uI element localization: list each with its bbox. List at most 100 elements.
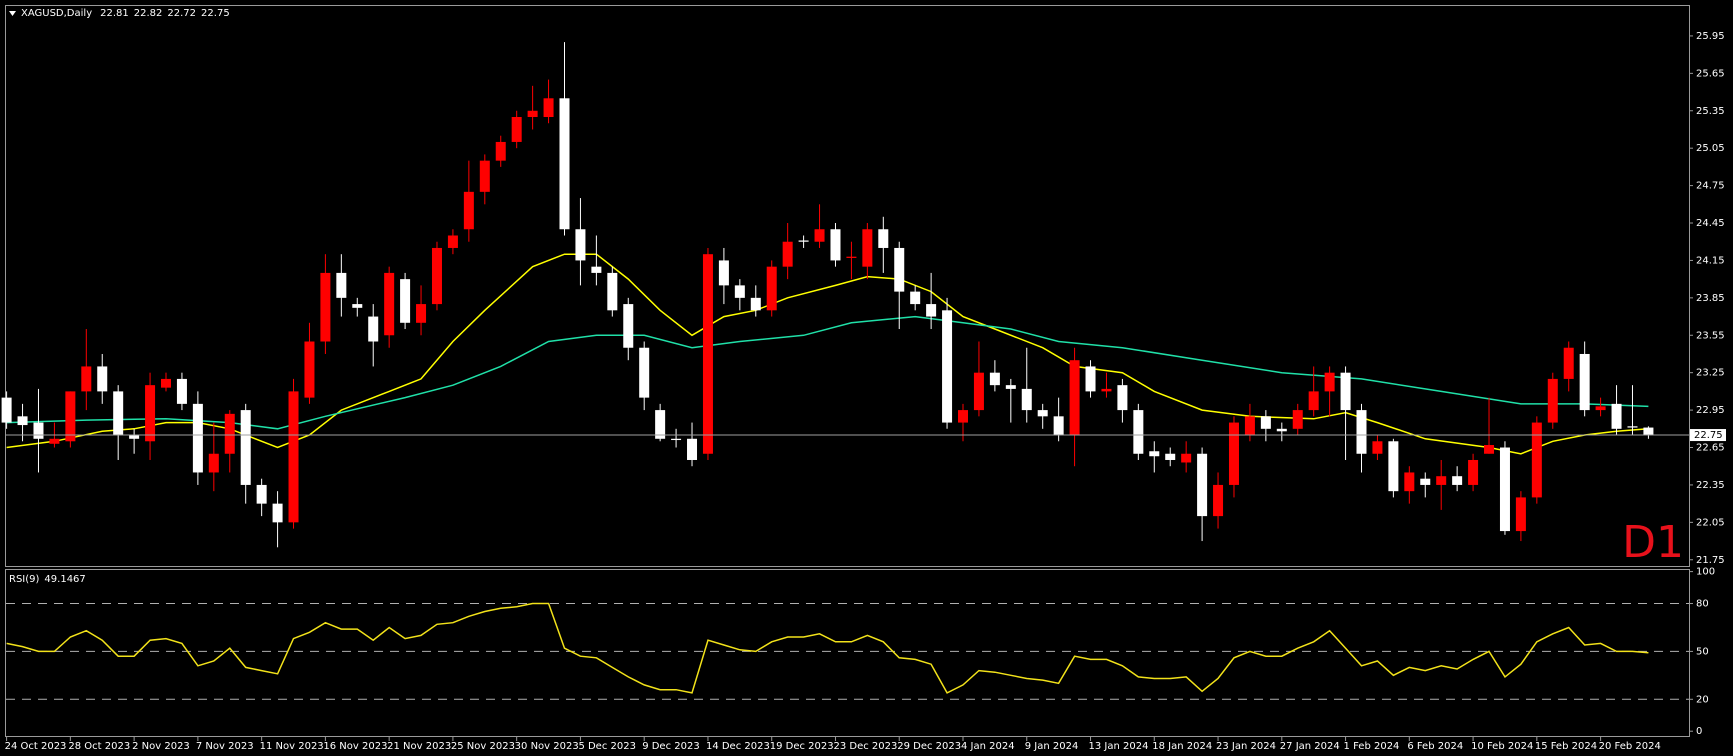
candle-body	[416, 304, 427, 323]
candle-body	[400, 279, 411, 323]
candle-body	[543, 98, 554, 118]
y-tick-label: 22.05	[1696, 517, 1725, 528]
x-tick-label: 10 Feb 2024	[1471, 741, 1533, 752]
candle-body	[989, 372, 1000, 386]
candle-body	[336, 272, 347, 298]
candle-body	[1531, 422, 1542, 498]
candle-body	[655, 410, 666, 439]
y-tick-label: 25.95	[1696, 31, 1725, 42]
candle-body	[1, 397, 12, 423]
x-tick-label: 20 Feb 2024	[1599, 741, 1661, 752]
candle-body	[1611, 403, 1622, 429]
candle-body	[113, 391, 124, 436]
candle-body	[1308, 391, 1319, 411]
candle-body	[894, 247, 905, 292]
candle-body	[623, 304, 634, 348]
y-tick-label: 23.25	[1696, 368, 1725, 379]
y-tick-label: 24.15	[1696, 255, 1725, 266]
candle-body	[1197, 453, 1208, 517]
header-close: 22.75	[201, 8, 230, 19]
candle-body	[1101, 388, 1112, 392]
candle-body	[591, 266, 602, 273]
candle-body	[814, 229, 825, 242]
x-tick-label: 2 Nov 2023	[132, 741, 190, 752]
candle-body	[639, 347, 650, 398]
candle-body	[431, 247, 442, 305]
candle-body	[49, 438, 60, 444]
candle-body	[447, 235, 458, 248]
candle-body	[1005, 385, 1016, 389]
chart-header: XAGUSD,Daily 22.81 22.82 22.72 22.75	[21, 8, 230, 19]
candle-body	[1563, 347, 1574, 379]
candle-body	[1117, 385, 1128, 411]
x-tick-label: 14 Dec 2023	[706, 741, 770, 752]
candle-body	[1595, 406, 1606, 411]
y-tick-label: 21.75	[1696, 555, 1725, 566]
candle-body	[766, 266, 777, 311]
candle-body	[368, 316, 379, 342]
x-tick-label: 15 Feb 2024	[1535, 741, 1597, 752]
candle-body	[1053, 416, 1064, 436]
candle-body	[1244, 416, 1255, 436]
candle-body	[176, 378, 187, 404]
candle-body	[830, 229, 841, 261]
x-tick-label: 24 Oct 2023	[5, 741, 67, 752]
x-tick-label: 4 Jan 2024	[961, 741, 1015, 752]
candle-body	[495, 141, 506, 161]
candle-body	[240, 410, 251, 485]
rsi-panel-frame	[5, 569, 1690, 737]
rsi-current: 49.1467	[44, 574, 85, 585]
y-tick-label: 24.75	[1696, 181, 1725, 192]
candle-body	[1181, 453, 1192, 463]
candle-body	[750, 297, 761, 311]
candle-body	[1579, 353, 1590, 411]
candle-body	[527, 110, 538, 118]
candle-body	[575, 229, 586, 261]
candle-body	[352, 304, 363, 308]
candle-body	[734, 285, 745, 298]
moving-average-line	[6, 253, 1649, 455]
y-tick-label: 20	[1696, 694, 1709, 705]
candle-body	[671, 438, 682, 441]
candle-body	[878, 229, 889, 248]
y-tick-label: 50	[1696, 646, 1709, 657]
x-tick-label: 27 Jan 2024	[1280, 741, 1340, 752]
y-tick-label: 25.05	[1696, 143, 1725, 154]
header-low: 22.72	[167, 8, 196, 19]
candle-body	[910, 291, 921, 305]
candle-body	[1627, 426, 1638, 428]
candle-body	[1499, 447, 1510, 532]
candle-body	[320, 272, 331, 342]
candle-body	[1436, 476, 1447, 485]
candle-body	[1547, 378, 1558, 423]
candle-body	[129, 435, 140, 439]
current-price-label: 22.75	[1694, 430, 1723, 441]
candle-body	[17, 416, 28, 426]
y-tick-label: 22.95	[1696, 405, 1725, 416]
candle-body	[1404, 472, 1415, 492]
candle-body	[942, 310, 953, 423]
candle-body	[384, 272, 395, 336]
candle-body	[192, 403, 203, 473]
candle-body	[702, 254, 713, 454]
candle-body	[208, 453, 219, 473]
y-tick-label: 22.35	[1696, 480, 1725, 491]
candle-body	[304, 341, 315, 398]
rsi-header: RSI(9) 49.1467	[9, 574, 86, 585]
candle-body	[798, 240, 809, 242]
candle-body	[1037, 410, 1048, 417]
candle-body	[1468, 459, 1479, 485]
candle-body	[1276, 428, 1287, 432]
x-tick-label: 11 Nov 2023	[260, 741, 324, 752]
x-tick-label: 19 Dec 2023	[770, 741, 834, 752]
candle-body	[1484, 445, 1495, 454]
x-tick-label: 18 Jan 2024	[1152, 741, 1212, 752]
rsi-line	[6, 602, 1649, 694]
rsi-title: RSI(9)	[9, 574, 40, 585]
y-tick-label: 80	[1696, 599, 1709, 610]
candle-body	[862, 229, 873, 267]
candle-body	[65, 391, 76, 442]
